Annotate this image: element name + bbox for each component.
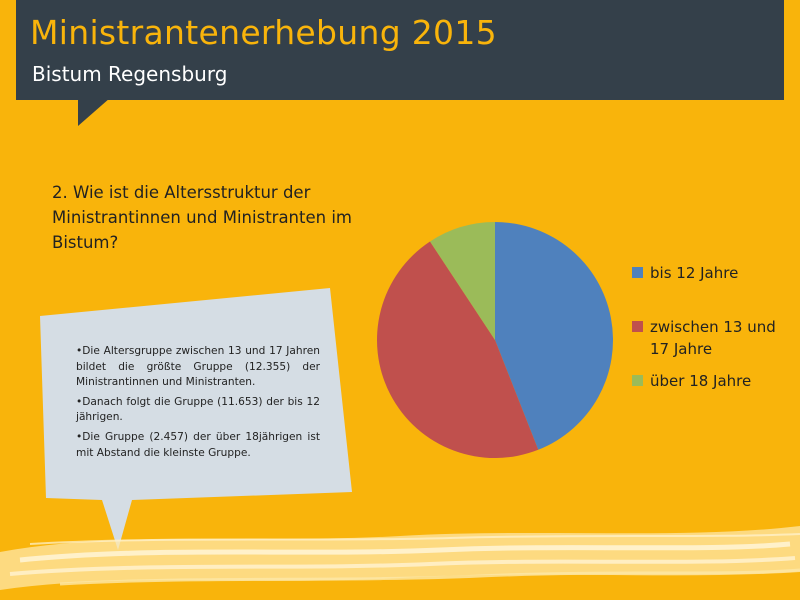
pie-slice-ueber-18 — [430, 222, 495, 340]
pie-chart — [377, 222, 614, 458]
legend-label: bis 12 Jahre — [650, 264, 739, 282]
legend-swatch — [632, 375, 643, 386]
legend-item-bis-12: bis 12 Jahre — [632, 262, 780, 284]
callout-text: •Die Altersgruppe zwischen 13 und 17 Jah… — [76, 344, 320, 465]
pie-slice-bis-12 — [495, 222, 614, 450]
slide-subtitle: Bistum Regensburg — [32, 62, 228, 86]
callout-item-2: •Danach folgt die Gruppe (11.653) der bi… — [76, 395, 320, 424]
slide-title: Ministrantenerhebung 2015 — [30, 13, 497, 52]
header-banner: Ministrantenerhebung 2015 Bistum Regensb… — [16, 0, 784, 100]
callout-item-3: •Die Gruppe (2.457) der über 18jährigen … — [76, 430, 320, 459]
header-speech-tail — [78, 98, 110, 126]
legend-swatch — [632, 321, 643, 332]
decorative-brush-stroke — [0, 526, 800, 590]
legend-swatch — [632, 267, 643, 278]
question-text: 2. Wie ist die Altersstruktur der Minist… — [52, 183, 352, 252]
legend-label: zwischen 13 und 17 Jahre — [650, 318, 776, 358]
legend-item-ueber-18: über 18 Jahre — [632, 370, 780, 392]
legend-item-13-17: zwischen 13 und 17 Jahre — [632, 316, 780, 360]
legend-label: über 18 Jahre — [650, 372, 752, 390]
callout-item-1: •Die Altersgruppe zwischen 13 und 17 Jah… — [76, 345, 320, 389]
pie-slice-13-17 — [377, 241, 539, 458]
